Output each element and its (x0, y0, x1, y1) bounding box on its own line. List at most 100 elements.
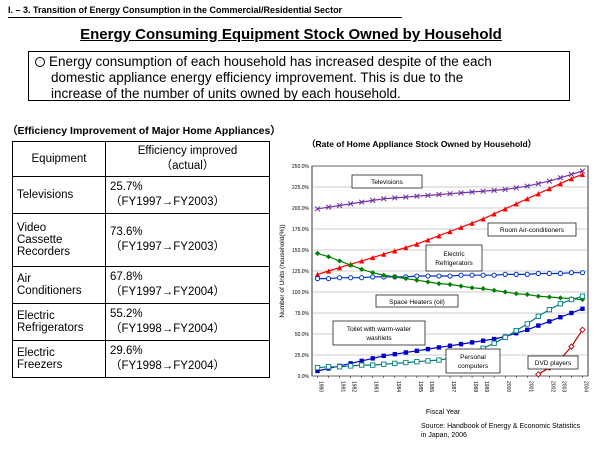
data-point (535, 270, 541, 277)
data-point (524, 196, 530, 202)
data-point (547, 319, 552, 324)
data-point (447, 228, 453, 235)
data-point (546, 306, 553, 313)
data-point (535, 191, 541, 197)
data-point (579, 270, 586, 276)
x-tick-label: 1985 (417, 381, 423, 392)
summary-line-2: domestic appliance energy efficiency imp… (51, 70, 464, 85)
y-tick-label: 75.0% (295, 311, 310, 317)
data-point (480, 216, 486, 222)
x-tick-label: 1983 (373, 381, 379, 392)
data-point (480, 188, 486, 194)
data-point (535, 293, 541, 299)
x-tick-label: 1988 (472, 381, 478, 392)
data-point (336, 364, 343, 370)
data-point (557, 175, 564, 181)
equipment-cell: Video Cassette Recorders (12, 213, 106, 267)
equipment-name: Cassette (17, 234, 63, 246)
efficiency-cell: 73.6% （FY1997→FY2003） (105, 213, 270, 267)
data-point (579, 293, 586, 299)
summary-line-1: Energy consumption of each household has… (49, 54, 492, 69)
data-point (557, 295, 563, 301)
data-point (325, 254, 332, 260)
table-title: （Efficiency Improvement of Major Home Ap… (7, 125, 281, 137)
header-efficiency-line1: Efficiency improved (137, 145, 238, 157)
label-toilet-washlets-line1: Toilet with warm-water (347, 326, 412, 333)
table-row: Electric Freezers 29.6% （FY1998→FY2004） (12, 340, 270, 378)
data-point (392, 360, 398, 367)
header-efficiency-line2: （actual） (160, 160, 215, 172)
label-dvd-players-text: DVD players (535, 360, 572, 367)
table-row: Electric Refrigerators 55.2% （FY1998→FY200… (12, 303, 270, 341)
source-line-2: in Japan, 2006 (421, 432, 467, 439)
data-point (358, 199, 365, 205)
data-point (447, 190, 453, 197)
y-tick-label: 250.0% (292, 164, 310, 170)
data-point (381, 353, 386, 359)
data-point (414, 193, 420, 199)
label-room-air-conditioners-text: Room Air-conditioners (500, 227, 565, 234)
data-point (447, 281, 453, 288)
table-row: Air Conditioners 67.8% （FY1997→FY2004） (12, 266, 270, 304)
data-point (414, 277, 420, 283)
data-point (314, 275, 321, 282)
label-personal-computers-line2: computers (458, 363, 489, 370)
equipment-name: Conditioners (17, 285, 82, 297)
label-electric-refrigerators-line2: Refrigerators (435, 260, 473, 267)
efficiency-period: （FY1997→FY2003） (110, 196, 226, 208)
stock-chart: 0.0% 25.0% 50.0% 75.0% 100.0% 125.0% 150.0% 175… (279, 164, 588, 439)
data-point (557, 270, 563, 277)
label-space-heaters-text: Space Heaters (oil) (389, 299, 445, 306)
y-tick-label: 175.0% (292, 227, 310, 233)
label-televisions: Televisions (351, 174, 423, 189)
x-tick-label: 2003 (560, 381, 566, 392)
data-point (469, 272, 475, 278)
data-point (480, 272, 486, 278)
data-point (370, 274, 376, 280)
efficiency-percent: 67.8% (110, 271, 143, 283)
data-point (436, 273, 442, 279)
source-line-1: Source: Handbook of Energy & Economic St… (421, 423, 581, 430)
data-point (336, 202, 343, 209)
equipment-name: Electric (17, 310, 55, 322)
data-point (425, 273, 431, 279)
data-point (502, 186, 508, 193)
data-point (458, 283, 464, 289)
data-point (325, 275, 332, 282)
efficiency-table: Equipment Efficiency improved （actual） Te… (12, 141, 270, 378)
data-point (546, 178, 553, 184)
data-point (325, 268, 332, 274)
data-point (502, 206, 508, 212)
data-point (469, 220, 475, 226)
y-axis-label: Number of Units (household(%)) (279, 224, 286, 317)
data-point (513, 201, 519, 207)
data-point (491, 336, 497, 342)
data-point (314, 271, 321, 277)
efficiency-cell: 55.2% （FY1998→FY2004） (105, 303, 270, 341)
equipment-name: Recorders (17, 246, 71, 258)
label-televisions-text: Televisions (371, 179, 404, 186)
data-point (546, 270, 552, 277)
data-point (436, 345, 442, 350)
efficiency-cell: 25.7% （FY1997→FY2003） (105, 176, 270, 214)
efficiency-percent: 25.7% (110, 181, 143, 193)
x-tick-label: 1981 (340, 381, 346, 392)
data-point (568, 296, 575, 303)
data-point (403, 350, 409, 355)
data-point (436, 233, 442, 239)
x-tick-label: 2001 (527, 381, 533, 392)
data-point (359, 275, 365, 281)
data-point (558, 315, 563, 320)
x-tick-label: 1980 (318, 381, 324, 392)
section-label: I. – 3. Transition of Energy Consumption… (8, 5, 343, 15)
equipment-cell: Electric Freezers (12, 340, 106, 378)
data-point (536, 323, 541, 328)
efficiency-cell: 67.8% （FY1997→FY2004） (105, 266, 270, 304)
y-tick-label: 0.0% (298, 374, 310, 380)
data-point (458, 272, 464, 278)
data-point (513, 291, 519, 297)
data-point (370, 254, 376, 261)
efficiency-percent: 73.6% (110, 226, 143, 238)
section-rule (8, 17, 402, 18)
data-point (579, 168, 586, 174)
